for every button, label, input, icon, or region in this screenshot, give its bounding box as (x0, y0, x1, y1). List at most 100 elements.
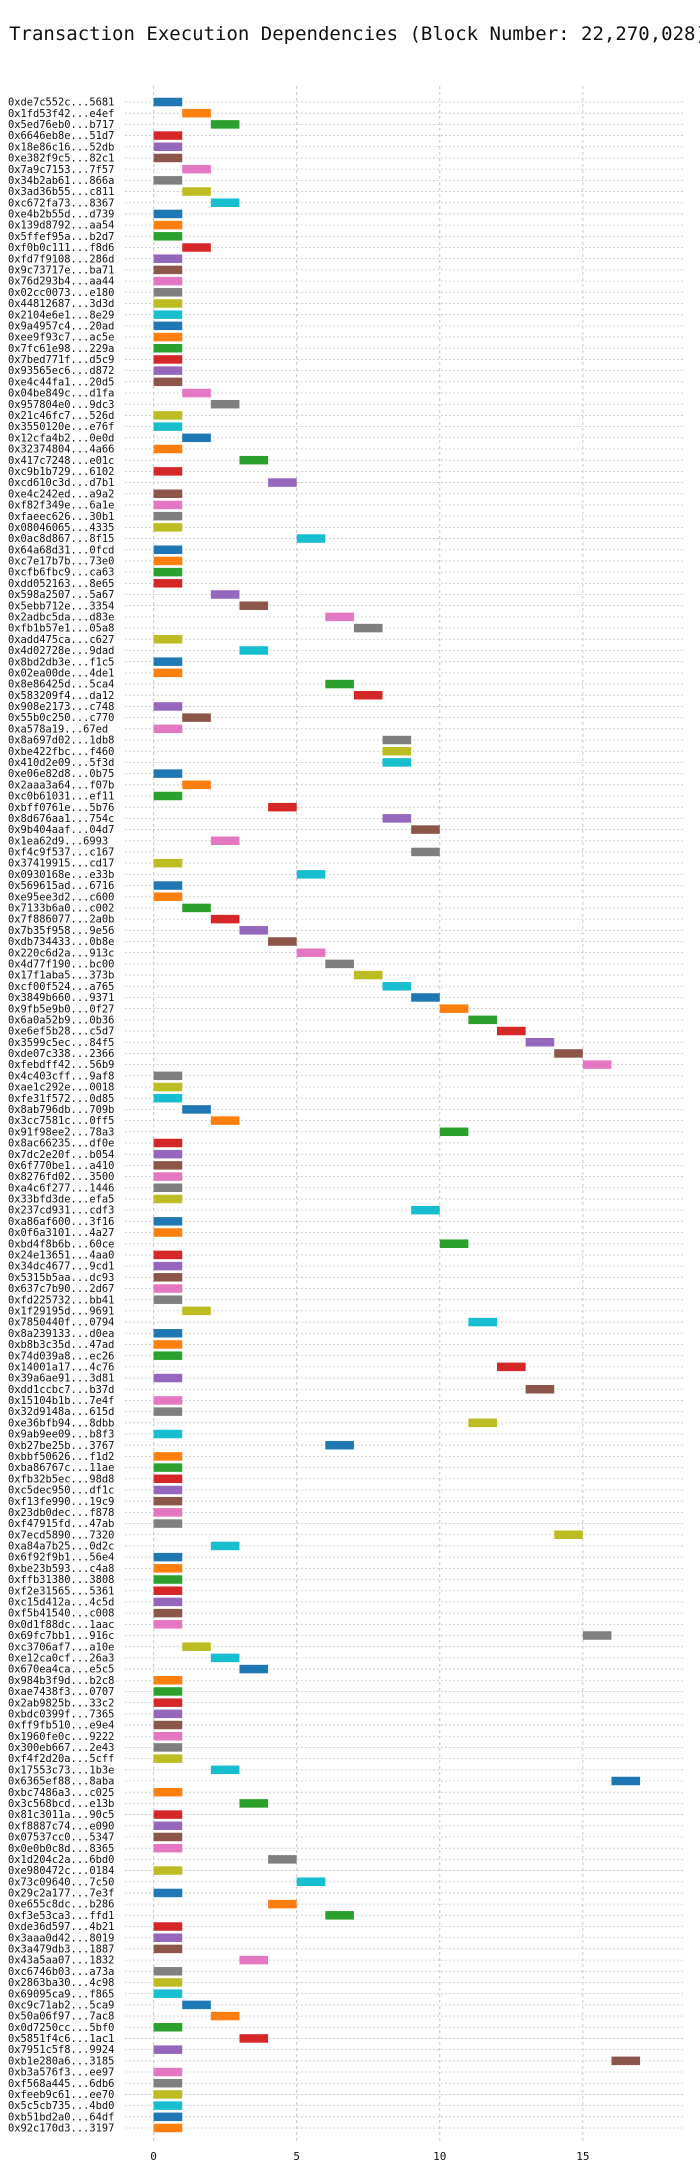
transaction-bar (239, 1664, 269, 1674)
y-tick-label: 0x417c7248...e01c (8, 455, 114, 467)
y-tick-label: 0x73c09640...7c50 (8, 1876, 114, 1888)
y-tick-label: 0x1ea62d9...6993 (8, 835, 108, 847)
y-tick-label: 0x17553c73...1b3e (8, 1764, 114, 1776)
y-tick-label: 0xc672fa73...8367 (8, 197, 114, 209)
transaction-bar (153, 1698, 183, 1707)
x-tick-label: 0 (150, 2150, 157, 2163)
transaction-bar (153, 500, 183, 510)
y-tick-label: 0x15104b1b...7e4f (8, 1395, 114, 1407)
transaction-bar (153, 858, 183, 868)
transaction-bar (153, 1866, 183, 1875)
transaction-bar (153, 1731, 183, 1741)
transaction-bar (296, 948, 326, 957)
transaction-bar (153, 1261, 183, 1271)
transaction-bar (153, 355, 183, 364)
transaction-bar (353, 623, 383, 633)
transaction-bar (182, 780, 211, 790)
y-tick-label: 0x2863ba30...4c98 (8, 1977, 114, 1989)
transaction-bar (153, 2045, 183, 2054)
y-tick-label: 0xc0b61031...ef11 (8, 791, 114, 803)
transaction-bar (525, 1037, 555, 1047)
transaction-bar (182, 243, 211, 252)
transaction-bar (153, 254, 183, 263)
y-tick-label: 0x92c170d3...3197 (8, 2123, 114, 2135)
y-tick-label: 0x9a4957c4...20ad (8, 320, 114, 332)
transaction-bar (468, 1317, 497, 1327)
transaction-bar (153, 97, 183, 107)
transaction-bar (411, 993, 440, 1002)
y-tick-label: 0x5c5cb735...4bd0 (8, 2100, 114, 2112)
transaction-bar (525, 1384, 555, 1394)
transaction-bar (296, 534, 326, 543)
transaction-bar (210, 1765, 240, 1775)
y-tick-label: 0x7ecd5890...7320 (8, 1529, 114, 1541)
y-tick-label: 0x76d293b4...aa44 (8, 276, 114, 288)
transaction-bar (439, 1004, 469, 1013)
transaction-bar (153, 1933, 183, 1942)
y-tick-label: 0x7a9c7153...7f57 (8, 164, 114, 176)
grid-layer (125, 86, 683, 2142)
y-tick-label: 0x957804e0...9dc3 (8, 399, 114, 411)
transaction-bar (153, 1351, 183, 1360)
y-tick-label: 0x7fc61e98...229a (8, 343, 114, 355)
y-tick-label: 0xe06e82d8...0b75 (8, 768, 114, 780)
y-tick-label: 0x5315b5aa...dc93 (8, 1272, 114, 1284)
transaction-bar (153, 791, 183, 801)
transaction-bar (153, 1161, 183, 1170)
transaction-bar (153, 276, 183, 286)
transaction-bar (153, 657, 183, 666)
y-tick-label: 0x3849b660...9371 (8, 992, 114, 1004)
y-tick-label: 0x34b2ab61...866a (8, 175, 114, 187)
y-tick-label: 0xf2e31565...5361 (8, 1585, 114, 1597)
transaction-bar (153, 1183, 183, 1193)
y-tick-label: 0xfaeec626...30b1 (8, 511, 114, 523)
y-tick-label: 0x14001a17...4c76 (8, 1361, 114, 1373)
y-tick-label: 0x32d9148a...615d (8, 1406, 114, 1418)
y-tick-label: 0x93565ec6...d872 (8, 365, 114, 377)
transaction-bar (153, 1597, 183, 1607)
y-tick-label: 0x220c6d2a...913c (8, 947, 114, 959)
y-tick-label: 0xae1c292e...0018 (8, 1082, 114, 1094)
chart-title: Transaction Execution Dependencies (Bloc… (9, 23, 700, 45)
transaction-bar (153, 176, 183, 185)
y-tick-label: 0xe4b2b55d...d739 (8, 209, 114, 221)
transaction-bar (153, 1967, 183, 1976)
y-tick-label: 0xc7e17b7b...73e0 (8, 556, 114, 568)
y-tick-label: 0xf0b0c111...f8d6 (8, 242, 114, 254)
transaction-bar (239, 1955, 269, 1965)
transaction-bar (239, 1799, 269, 1808)
y-tick-label: 0x8d676aa1...754c (8, 813, 114, 825)
y-tick-label: 0x74d039a8...ec26 (8, 1350, 114, 1362)
transaction-bar (582, 1060, 612, 1069)
y-tick-label: 0x69095ca9...f865 (8, 1988, 114, 2000)
y-tick-label: 0x37419915...cd17 (8, 858, 114, 870)
transaction-bar (554, 1049, 583, 1058)
transaction-bar (153, 1463, 183, 1472)
transaction-bar (611, 1776, 641, 1786)
y-tick-label: 0x8a239133...d0ea (8, 1328, 114, 1340)
y-tick-label: 0x50a06f97...7ac8 (8, 2011, 114, 2023)
transaction-bar (182, 108, 211, 118)
y-tick-label: 0x9ab9ee09...b8f3 (8, 1429, 114, 1441)
y-tick-label: 0x18e86c16...52db (8, 141, 114, 153)
y-tick-label: 0x29c2a177...7e3f (8, 1888, 114, 1900)
y-tick-label: 0xbff0761e...5b76 (8, 802, 114, 814)
y-tick-label: 0x04be849c...d1fa (8, 388, 114, 400)
y-tick-label: 0xff9fb510...e9e4 (8, 1720, 114, 1732)
y-tick-label: 0xe6ef5b28...c5d7 (8, 1026, 114, 1038)
transaction-bar (439, 1239, 469, 1248)
transaction-bar (153, 2078, 183, 2088)
transaction-bar (210, 1116, 240, 1125)
transaction-bar (325, 1911, 354, 1920)
transaction-bar (153, 321, 183, 331)
y-tick-label: 0xe12ca0cf...26a3 (8, 1652, 114, 1664)
y-tick-label: 0x32374804...4a66 (8, 444, 114, 456)
transaction-bar (411, 1205, 440, 1215)
transaction-bar (554, 1530, 583, 1540)
y-tick-label: 0x7951c5f8...9924 (8, 2044, 114, 2056)
transaction-bar (268, 478, 297, 487)
y-tick-label: 0x2ab9825b...33c2 (8, 1697, 114, 1709)
y-tick-label: 0x33bfd3de...efa5 (8, 1194, 114, 1206)
y-tick-label: 0x5ebb712e...3354 (8, 600, 114, 612)
y-tick-label: 0xc15d412a...4c5d (8, 1597, 114, 1609)
